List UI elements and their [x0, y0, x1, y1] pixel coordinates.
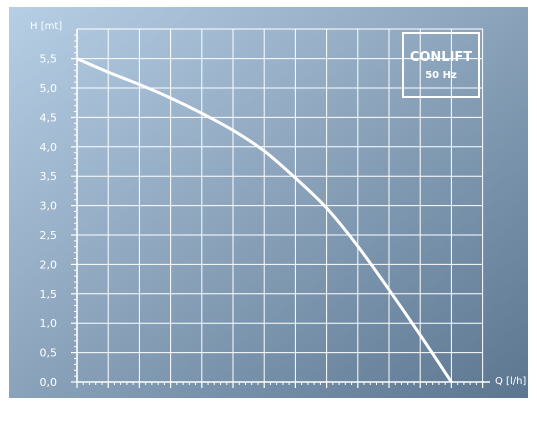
y-axis-label: H [mt]	[30, 21, 62, 32]
x-tick-label: 450	[347, 403, 368, 416]
x-tick-label: 150	[160, 403, 181, 416]
chart-subtitle: 50 Hz	[425, 70, 457, 81]
axes	[71, 29, 490, 388]
title-box-frame	[402, 32, 480, 98]
x-tick-label: 300	[254, 403, 275, 416]
x-tick-label: 400	[316, 403, 337, 416]
x-tick-label: 50	[101, 403, 115, 416]
x-tick-label: 600	[441, 403, 462, 416]
x-tick-label: 250	[223, 403, 244, 416]
x-tick-label: 550	[410, 403, 431, 416]
y-tick-label: 4,0	[40, 141, 58, 154]
x-tick-label: 350	[285, 403, 306, 416]
y-tick-label: 5,5	[40, 53, 58, 66]
x-tick-label: 100	[129, 403, 150, 416]
chart-background	[9, 7, 528, 398]
y-tick-label: 0,0	[40, 376, 58, 389]
y-tick-label: 2,0	[40, 258, 58, 271]
x-tick-label: 0	[74, 403, 81, 416]
y-tick-label: 3,5	[40, 170, 58, 183]
y-tick-label: 4,5	[40, 111, 58, 124]
title-box: CONLIFT 50 Hz	[402, 32, 480, 98]
y-tick-label: 3,0	[40, 200, 58, 213]
y-tick-label: 1,5	[40, 288, 58, 301]
y-tick-label: 2,5	[40, 229, 58, 242]
chart-title: CONLIFT	[410, 50, 472, 65]
y-tick-label: 5,0	[40, 82, 58, 95]
x-tick-label: 650	[472, 403, 493, 416]
x-tick-label: 500	[379, 403, 400, 416]
y-tick-label: 0,5	[40, 347, 58, 360]
grid	[77, 28, 484, 382]
pump-curve-line	[76, 57, 453, 383]
x-tick-label: 200	[191, 403, 212, 416]
tick-labels: 0 50 100 150 200 250 300 350 400 450 500 550 600 650 0…	[40, 53, 494, 416]
y-tick-label: 1,0	[40, 317, 58, 330]
x-axis-label: Q [l/h]	[495, 376, 526, 387]
